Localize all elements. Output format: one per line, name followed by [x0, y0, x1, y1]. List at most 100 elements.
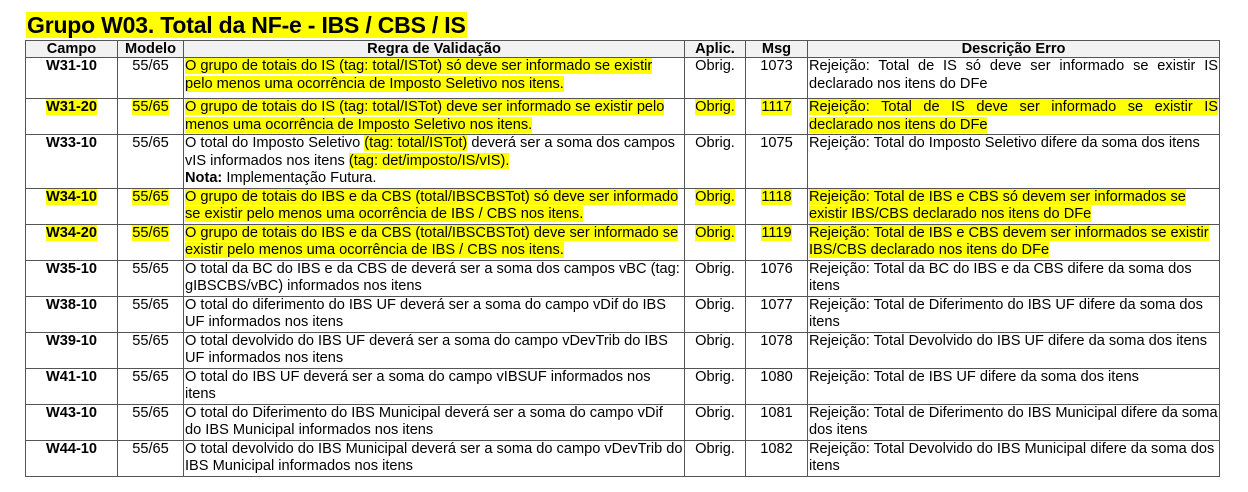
nota-text: Implementação Futura.: [222, 170, 377, 186]
modelo-text: 55/65: [132, 368, 169, 385]
table-row: W35-10 55/65 O total da BC do IBS e da CBS…: [25, 259, 1220, 297]
header-msg: Msg: [745, 40, 808, 58]
table-header-row: Campo Modelo Regra de Validação Aplic. M…: [25, 40, 1220, 58]
header-descricao: Descrição Erro: [807, 40, 1220, 58]
cell-aplic: Obrig.: [684, 403, 746, 441]
msg-text: 1118: [761, 188, 792, 205]
cell-msg: 1117: [745, 98, 808, 135]
msg-text: 1119: [761, 224, 792, 241]
modelo-text: 55/65: [132, 99, 169, 115]
cell-campo: W33-10: [25, 134, 118, 189]
descricao-text: Rejeição: Total Devolvido do IBS UF dife…: [809, 332, 1208, 349]
cell-msg: 1077: [745, 295, 808, 333]
regra-text: O grupo de totais do IBS e da CBS (total…: [185, 188, 679, 222]
msg-text: 1081: [760, 404, 793, 421]
campo-text: W41-10: [45, 368, 98, 385]
aplic-text: Obrig.: [695, 332, 735, 349]
modelo-text: 55/65: [132, 224, 169, 241]
msg-text: 1117: [761, 99, 792, 115]
cell-modelo: 55/65: [117, 367, 184, 405]
cell-msg: 1075: [745, 134, 808, 189]
campo-text: W31-10: [45, 58, 98, 75]
campo-text: W31-20: [45, 99, 98, 115]
msg-text: 1078: [760, 332, 793, 349]
cell-descricao: Rejeição: Total de IS deve ser informado…: [807, 98, 1220, 135]
table-row: W33-10 55/65 O total do Imposto Seletivo (…: [25, 134, 1220, 189]
regra-text: O total do Diferimento do IBS Municipal …: [185, 404, 663, 438]
cell-regra: O total devolvido do IBS UF deverá ser a…: [183, 331, 685, 369]
cell-msg: 1076: [745, 259, 808, 297]
campo-text: W44-10: [45, 440, 98, 457]
regra-text: O grupo de totais do IBS e da CBS (total…: [185, 224, 679, 258]
modelo-text: 55/65: [132, 332, 169, 349]
table-row: W34-10 55/65 O grupo de totais do IBS e da…: [25, 187, 1220, 225]
campo-text: W35-10: [45, 260, 98, 277]
cell-aplic: Obrig.: [684, 367, 746, 405]
cell-descricao: Rejeição: Total de IS só deve ser inform…: [807, 57, 1220, 99]
table-row: W34-20 55/65 O grupo de totais do IBS e da…: [25, 223, 1220, 261]
cell-regra: O total do IBS UF deverá ser a soma do c…: [183, 367, 685, 405]
cell-aplic: Obrig.: [684, 259, 746, 297]
cell-descricao: Rejeição: Total de Diferimento do IBS UF…: [807, 295, 1220, 333]
modelo-text: 55/65: [132, 440, 169, 457]
aplic-text: Obrig.: [695, 440, 735, 457]
cell-descricao: Rejeição: Total de IBS UF difere da soma…: [807, 367, 1220, 405]
section-title: Grupo W03. Total da NF-e - IBS / CBS / I…: [26, 12, 467, 38]
cell-aplic: Obrig.: [684, 98, 746, 135]
header-modelo: Modelo: [117, 40, 184, 58]
cell-descricao: Rejeição: Total de IBS e CBS só devem se…: [807, 187, 1220, 225]
campo-text: W38-10: [45, 296, 98, 313]
cell-regra: O grupo de totais do IS (tag: total/ISTo…: [183, 98, 685, 135]
table-row: W31-20 55/65 O grupo de totais do IS (tag:…: [25, 98, 1220, 135]
cell-campo: W39-10: [25, 331, 118, 369]
cell-regra: O total da BC do IBS e da CBS de deverá …: [183, 259, 685, 297]
cell-aplic: Obrig.: [684, 439, 746, 477]
cell-aplic: Obrig.: [684, 57, 746, 99]
regra-text: O total devolvido do IBS UF deverá ser a…: [185, 332, 668, 366]
modelo-text: 55/65: [132, 188, 169, 205]
cell-modelo: 55/65: [117, 331, 184, 369]
modelo-text: 55/65: [132, 404, 169, 421]
cell-regra: O grupo de totais do IBS e da CBS (total…: [183, 223, 685, 261]
cell-modelo: 55/65: [117, 439, 184, 477]
cell-descricao: Rejeição: Total Devolvido do IBS UF dife…: [807, 331, 1220, 369]
regra-text: O total do IBS UF deverá ser a soma do c…: [185, 368, 651, 402]
cell-aplic: Obrig.: [684, 331, 746, 369]
cell-modelo: 55/65: [117, 98, 184, 135]
descricao-text: Rejeição: Total de IBS e CBS só devem se…: [809, 188, 1186, 222]
cell-campo: W31-10: [25, 57, 118, 99]
descricao-text: Rejeição: Total Devolvido do IBS Municip…: [809, 440, 1215, 474]
cell-regra: O total do diferimento do IBS UF deverá …: [183, 295, 685, 333]
cell-campo: W41-10: [25, 367, 118, 405]
nota-label: Nota:: [185, 170, 223, 186]
header-campo: Campo: [25, 40, 118, 58]
campo-text: W33-10: [45, 135, 98, 151]
cell-modelo: 55/65: [117, 295, 184, 333]
aplic-text: Obrig.: [695, 296, 735, 313]
cell-descricao: Rejeição: Total da BC do IBS e da CBS di…: [807, 259, 1220, 297]
regra-text: O total do Imposto Seletivo: [185, 135, 365, 151]
cell-descricao: Rejeição: Total de Diferimento do IBS Mu…: [807, 403, 1220, 441]
cell-msg: 1080: [745, 367, 808, 405]
aplic-text: Obrig.: [695, 224, 735, 241]
regra-text: deverá ser a soma dos campos vIS informa…: [185, 135, 675, 169]
campo-text: W39-10: [45, 332, 98, 349]
aplic-text: Obrig.: [695, 404, 735, 421]
regra-text: O total devolvido do IBS Municipal dever…: [185, 440, 683, 474]
cell-regra: O total do Diferimento do IBS Municipal …: [183, 403, 685, 441]
cell-regra: O grupo de totais do IS (tag: total/ISTo…: [183, 57, 685, 99]
aplic-text: Obrig.: [695, 368, 735, 385]
table-row: W39-10 55/65 O total devolvido do IBS UF d…: [25, 331, 1220, 369]
header-regra: Regra de Validação: [183, 40, 685, 58]
msg-text: 1076: [760, 260, 793, 277]
table-row: W41-10 55/65 O total do IBS UF deverá ser …: [25, 367, 1220, 405]
descricao-text: Rejeição: Total de IBS e CBS devem ser i…: [809, 224, 1209, 258]
cell-modelo: 55/65: [117, 57, 184, 99]
cell-campo: W31-20: [25, 98, 118, 135]
modelo-text: 55/65: [132, 296, 169, 313]
cell-aplic: Obrig.: [684, 134, 746, 189]
header-aplic: Aplic.: [684, 40, 746, 58]
cell-msg: 1081: [745, 403, 808, 441]
cell-msg: 1118: [745, 187, 808, 225]
cell-aplic: Obrig.: [684, 187, 746, 225]
